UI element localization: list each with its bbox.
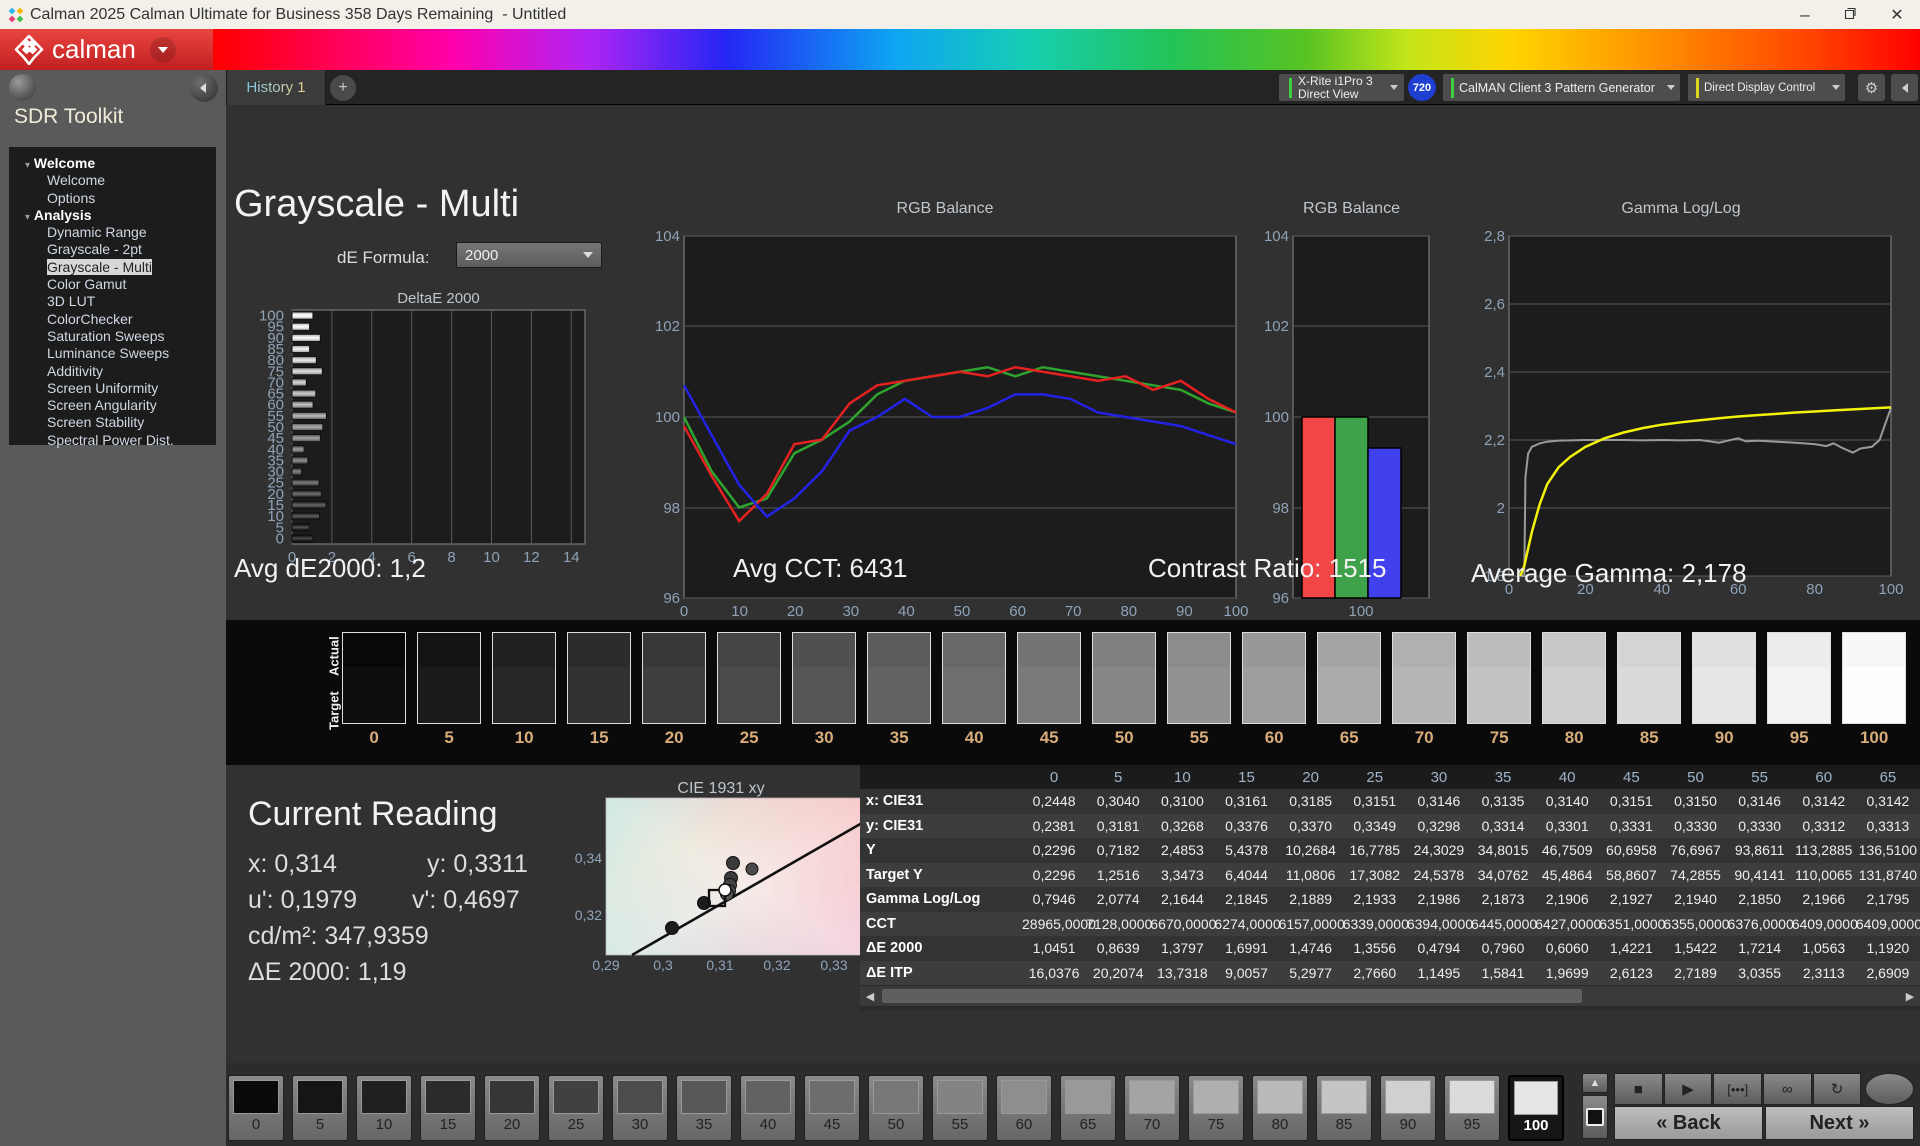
svg-text:0,32: 0,32 <box>763 957 790 973</box>
svg-text:0,34: 0,34 <box>575 850 602 866</box>
svg-text:0,32: 0,32 <box>575 907 602 923</box>
svg-text:14: 14 <box>563 549 580 566</box>
svg-text:0,33: 0,33 <box>820 957 847 973</box>
svg-text:80: 80 <box>1806 581 1823 598</box>
svg-text:12: 12 <box>523 549 540 566</box>
svg-text:20: 20 <box>787 603 804 620</box>
svg-text:0: 0 <box>680 603 688 620</box>
svg-text:40: 40 <box>898 603 915 620</box>
svg-text:0,3: 0,3 <box>653 957 673 973</box>
svg-text:96: 96 <box>1272 590 1289 607</box>
svg-text:10: 10 <box>483 549 500 566</box>
svg-text:100: 100 <box>1223 603 1248 620</box>
svg-text:60: 60 <box>1009 603 1026 620</box>
svg-text:100: 100 <box>655 409 680 426</box>
svg-text:30: 30 <box>842 603 859 620</box>
svg-text:100: 100 <box>1264 409 1289 426</box>
svg-text:96: 96 <box>663 590 680 607</box>
svg-text:104: 104 <box>1264 228 1289 245</box>
svg-text:0,31: 0,31 <box>706 957 733 973</box>
svg-text:100: 100 <box>1878 581 1903 598</box>
svg-text:2,4: 2,4 <box>1484 364 1505 381</box>
svg-text:2,6: 2,6 <box>1484 296 1505 313</box>
svg-text:90: 90 <box>1176 603 1193 620</box>
svg-text:2,2: 2,2 <box>1484 432 1505 449</box>
svg-text:50: 50 <box>954 603 971 620</box>
svg-text:98: 98 <box>663 500 680 517</box>
svg-text:98: 98 <box>1272 500 1289 517</box>
svg-text:10: 10 <box>731 603 748 620</box>
svg-text:0,29: 0,29 <box>592 957 619 973</box>
svg-text:2,8: 2,8 <box>1484 228 1505 245</box>
svg-text:70: 70 <box>1065 603 1082 620</box>
svg-text:8: 8 <box>447 549 455 566</box>
svg-text:102: 102 <box>1264 318 1289 335</box>
svg-text:80: 80 <box>1120 603 1137 620</box>
svg-text:2: 2 <box>1497 500 1505 517</box>
svg-text:100: 100 <box>1348 603 1373 620</box>
svg-text:100: 100 <box>259 308 284 325</box>
svg-text:102: 102 <box>655 318 680 335</box>
svg-text:104: 104 <box>655 228 680 245</box>
